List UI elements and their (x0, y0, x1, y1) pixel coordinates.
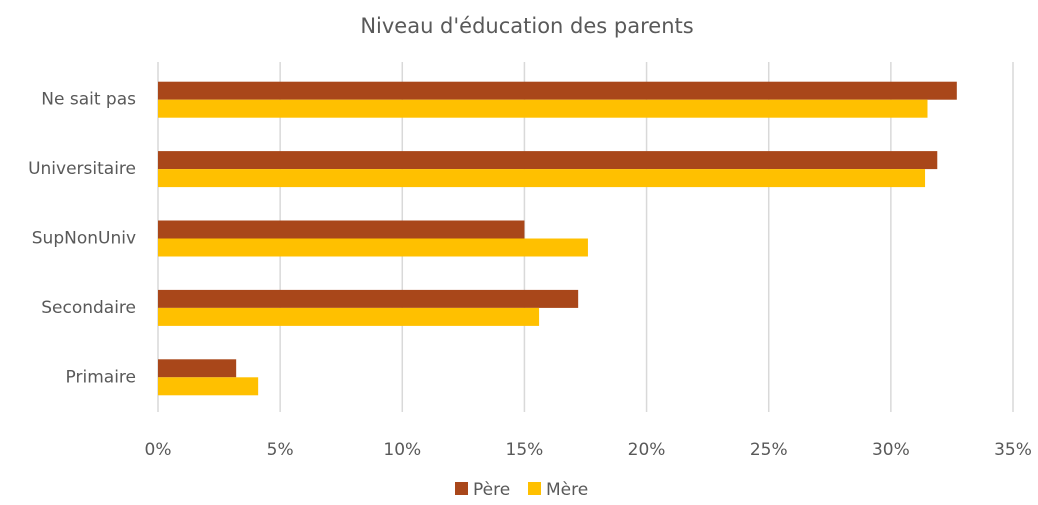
bar (158, 151, 938, 170)
bar (158, 238, 588, 257)
x-tick-label: 20% (628, 440, 666, 460)
legend-swatch (528, 482, 541, 495)
y-tick-label: SupNonUniv (32, 229, 136, 249)
bar (158, 307, 540, 326)
bar (158, 359, 237, 378)
bar (158, 220, 525, 239)
bar (158, 169, 926, 188)
x-tick-label: 10% (383, 440, 421, 460)
y-tick-label: Secondaire (41, 298, 136, 318)
x-tick-label: 35% (994, 440, 1032, 460)
bar (158, 81, 957, 100)
x-tick-label: 15% (506, 440, 544, 460)
y-tick-label: Primaire (66, 367, 136, 387)
bar (158, 377, 259, 396)
x-tick-label: 0% (145, 440, 172, 460)
y-tick-label: Ne sait pas (41, 90, 136, 110)
x-tick-label: 25% (750, 440, 788, 460)
y-tick-label: Universitaire (28, 159, 136, 179)
bar (158, 99, 928, 118)
legend-label: Père (473, 480, 510, 500)
legend-swatch (455, 482, 468, 495)
x-tick-label: 30% (872, 440, 910, 460)
x-tick-label: 5% (267, 440, 294, 460)
chart-title: Niveau d'éducation des parents (360, 14, 693, 38)
legend-label: Mère (546, 480, 588, 500)
bar (158, 289, 579, 308)
